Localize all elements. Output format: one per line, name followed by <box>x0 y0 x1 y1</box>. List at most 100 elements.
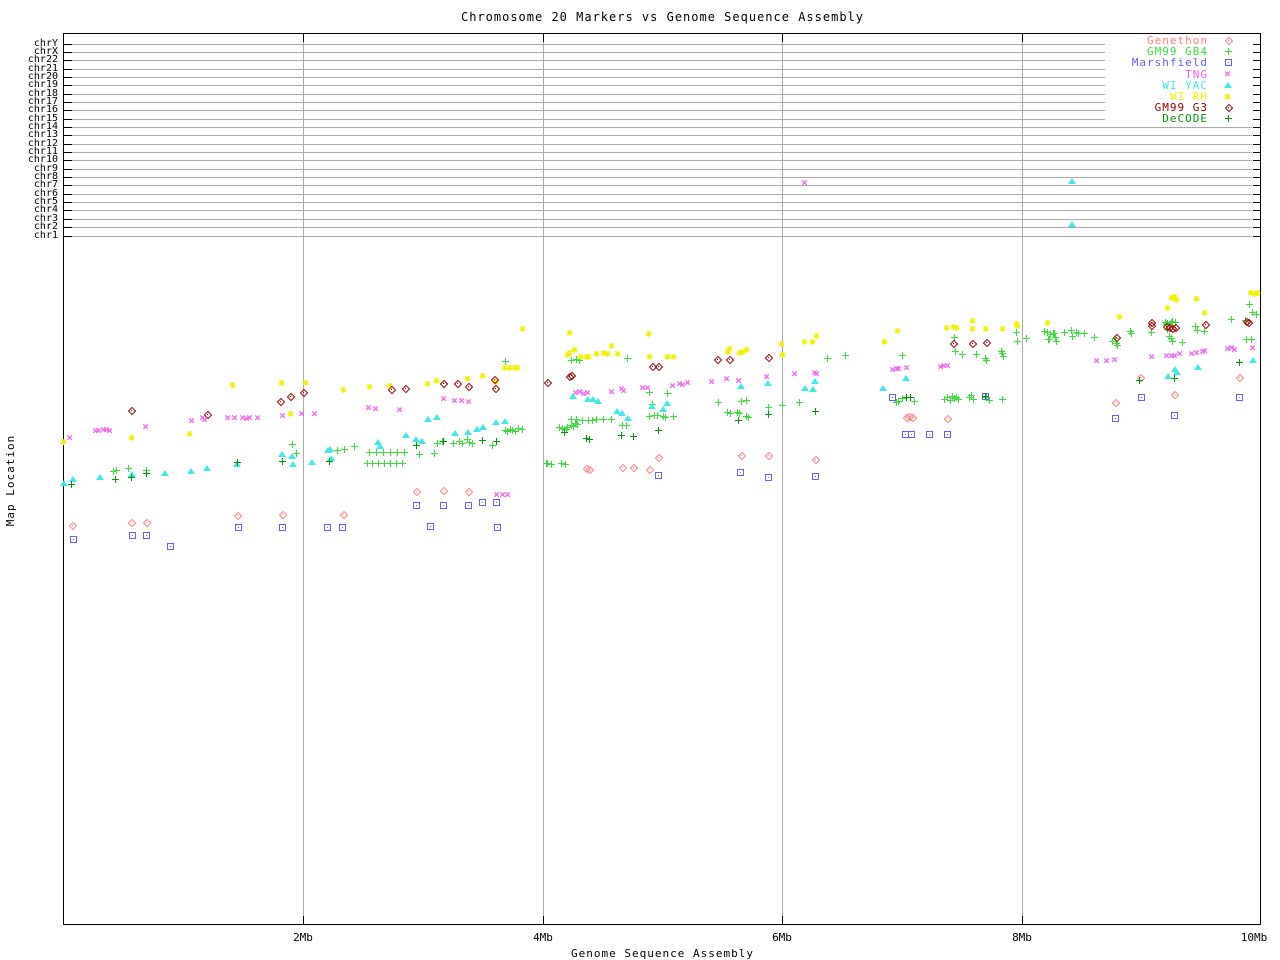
x-tick-bottom <box>303 916 304 924</box>
chrom-label-chr13: chr13 <box>27 129 58 141</box>
chrom-label-chr9: chr9 <box>33 162 58 174</box>
point-gm99-gb4 <box>894 397 903 406</box>
chart-title: Chromosome 20 Markers vs Genome Sequence… <box>460 10 864 24</box>
right-tick <box>1253 135 1261 137</box>
right-tick <box>1253 202 1261 204</box>
point-gm99-g3 <box>1147 318 1156 327</box>
point-genethon <box>233 511 242 520</box>
chrom-label-chr11: chr11 <box>27 146 58 158</box>
chrom-gridline <box>64 51 1105 53</box>
point-gm99-gb4 <box>1252 310 1261 319</box>
point-gm99-gb4 <box>1200 327 1209 336</box>
point-gm99-gb4 <box>795 398 804 407</box>
point-gm99-g3 <box>127 406 136 415</box>
point-marshfield <box>736 468 745 477</box>
chrom-gridline <box>64 177 1252 179</box>
point-genethon <box>654 453 663 462</box>
point-gm99-gb4 <box>558 424 567 433</box>
point-marshfield <box>907 430 916 439</box>
point-gm99-gb4 <box>764 403 773 412</box>
chrom-label-chr6: chr6 <box>33 187 58 199</box>
point-gm99-g3 <box>1244 318 1253 327</box>
point-gm99-gb4 <box>592 415 601 424</box>
point-gm99-gb4 <box>714 398 723 407</box>
point-gm99-gb4 <box>653 411 662 420</box>
point-marshfield <box>811 472 820 481</box>
chrom-label-chr4: chr4 <box>33 204 58 216</box>
chrom-gridline <box>64 235 1252 237</box>
x-gridline <box>782 34 783 924</box>
point-marshfield <box>128 531 137 540</box>
point-gm99-gb4 <box>430 449 439 458</box>
right-tick <box>1253 43 1261 45</box>
legend-marker-dia-icon <box>1224 103 1233 112</box>
right-tick <box>1253 185 1261 187</box>
point-gm99-gb4 <box>350 442 359 451</box>
point-decode <box>67 480 76 489</box>
chrom-gridline <box>64 143 1252 145</box>
point-gm99-gb4 <box>599 415 608 424</box>
chrom-label-chr10: chr10 <box>27 154 58 166</box>
point-gm99-gb4 <box>623 354 632 363</box>
right-tick <box>1253 93 1261 95</box>
point-genethon <box>278 510 287 519</box>
point-decode <box>325 457 334 466</box>
point-gm99-gb4 <box>950 333 959 342</box>
right-tick <box>1253 177 1261 179</box>
point-gm99-gb4 <box>380 459 389 468</box>
point-gm99-g3 <box>543 378 552 387</box>
point-gm99-g3 <box>968 339 977 348</box>
point-marshfield <box>943 430 952 439</box>
point-gm99-gb4 <box>372 448 381 457</box>
point-gm99-gb4 <box>547 460 556 469</box>
legend-label: Genethon <box>1147 34 1208 48</box>
chrom-label-chr8: chr8 <box>33 171 58 183</box>
right-tick <box>1253 126 1261 128</box>
x-gridline <box>303 34 304 924</box>
point-gm99-gb4 <box>726 409 735 418</box>
chrom-label-chr7: chr7 <box>33 179 58 191</box>
point-gm99-gb4 <box>958 350 967 359</box>
point-gm99-gb4 <box>950 394 959 403</box>
point-decode <box>902 393 911 402</box>
chrom-gridline <box>64 68 1105 70</box>
chrom-gridline <box>64 43 1105 45</box>
point-gm99-gb4 <box>503 427 512 436</box>
chrom-label-chr5: chr5 <box>33 196 58 208</box>
point-gm99-gb4 <box>571 419 580 428</box>
point-genethon <box>412 487 421 496</box>
left-tick <box>64 43 72 45</box>
point-gm99-gb4 <box>972 350 981 359</box>
point-gm99-gb4 <box>1052 337 1061 346</box>
point-gm99-gb4 <box>386 459 395 468</box>
point-marshfield <box>412 501 421 510</box>
legend-marker-sq-icon <box>1224 58 1233 67</box>
chrom-label-chr14: chr14 <box>27 120 58 132</box>
point-gm99-g3 <box>203 410 212 419</box>
point-gm99-gb4 <box>567 421 576 430</box>
point-gm99-gb4 <box>488 441 497 450</box>
point-gm99-gb4 <box>557 459 566 468</box>
legend-label: GM99 GB4 <box>1147 45 1208 59</box>
point-marshfield <box>439 501 448 510</box>
point-gm99-gb4 <box>333 446 342 455</box>
x-tick-label-6Mb: 6Mb <box>772 931 792 944</box>
left-tick <box>64 177 72 179</box>
point-gm99-gb4 <box>1090 333 1099 342</box>
point-genethon <box>908 413 917 422</box>
point-gm99-gb4 <box>112 466 121 475</box>
point-marshfield <box>654 471 663 480</box>
legend-row-tng: TNG <box>1100 68 1248 81</box>
point-gm99-gb4 <box>563 423 572 432</box>
right-tick <box>1253 110 1261 112</box>
legend-row-genethon: Genethon <box>1100 34 1248 48</box>
chrom-gridline <box>64 218 1252 220</box>
chrom-gridline <box>64 135 1252 137</box>
chrom-label-chr16: chr16 <box>27 104 58 116</box>
right-tick <box>1253 235 1261 237</box>
point-gm99-gb4 <box>778 401 787 410</box>
point-gm99-gb4 <box>1168 337 1177 346</box>
point-decode <box>492 437 501 446</box>
legend-label: WI RH <box>1169 90 1208 104</box>
